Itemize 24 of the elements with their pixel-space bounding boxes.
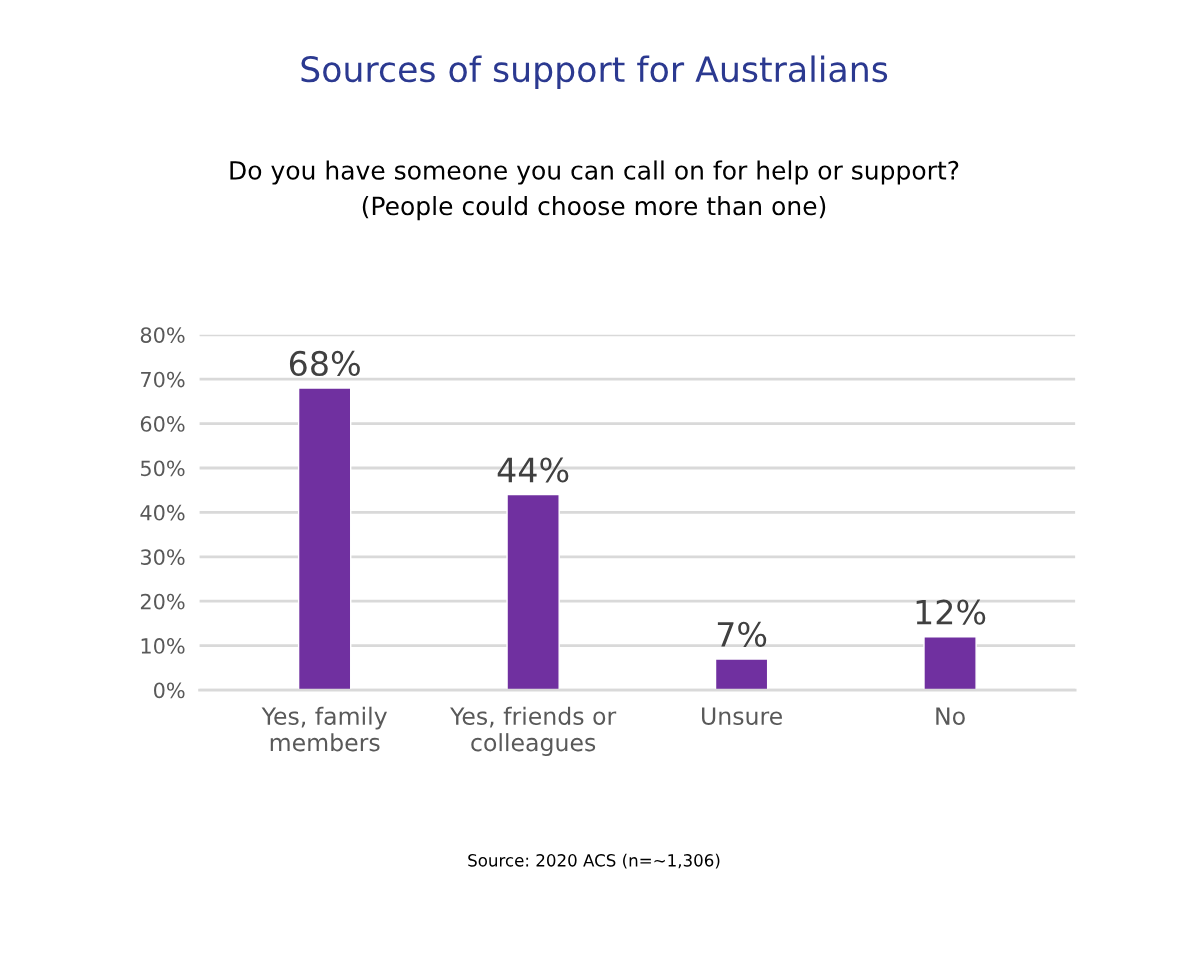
bar xyxy=(923,636,977,691)
bar xyxy=(714,658,769,691)
y-tick-label: 70% xyxy=(141,371,185,388)
y-tick-label: 80% xyxy=(140,327,185,343)
y-tick-label: 0% xyxy=(154,682,185,699)
data-label: 68% xyxy=(289,350,360,377)
y-tick-label: 10% xyxy=(141,638,185,654)
x-tick-label: Unsure xyxy=(702,707,782,725)
x-tick-label: Yes, friends or colleagues xyxy=(450,706,617,756)
y-tick-label: 60% xyxy=(140,416,185,432)
y-tick-label: 30% xyxy=(140,549,185,566)
data-label: 12% xyxy=(916,599,986,625)
x-tick-label: Yes, family members xyxy=(261,706,387,752)
y-tick-label: 20% xyxy=(140,593,185,610)
bar xyxy=(506,493,560,691)
x-tick-label: No xyxy=(936,707,965,725)
data-label: 7% xyxy=(717,621,767,647)
chart-title: Sources of support for Australians xyxy=(301,55,888,90)
source-note: Source: 2020 ACS (n=~1,306) xyxy=(468,853,720,869)
bar xyxy=(297,387,352,691)
data-label: 44% xyxy=(497,457,569,483)
y-tick-label: 50% xyxy=(141,460,185,477)
y-tick-label: 40% xyxy=(140,504,185,521)
chart-subtitle: Do you have someone you can call on for help or support? (People could choose more than one) xyxy=(230,160,959,221)
